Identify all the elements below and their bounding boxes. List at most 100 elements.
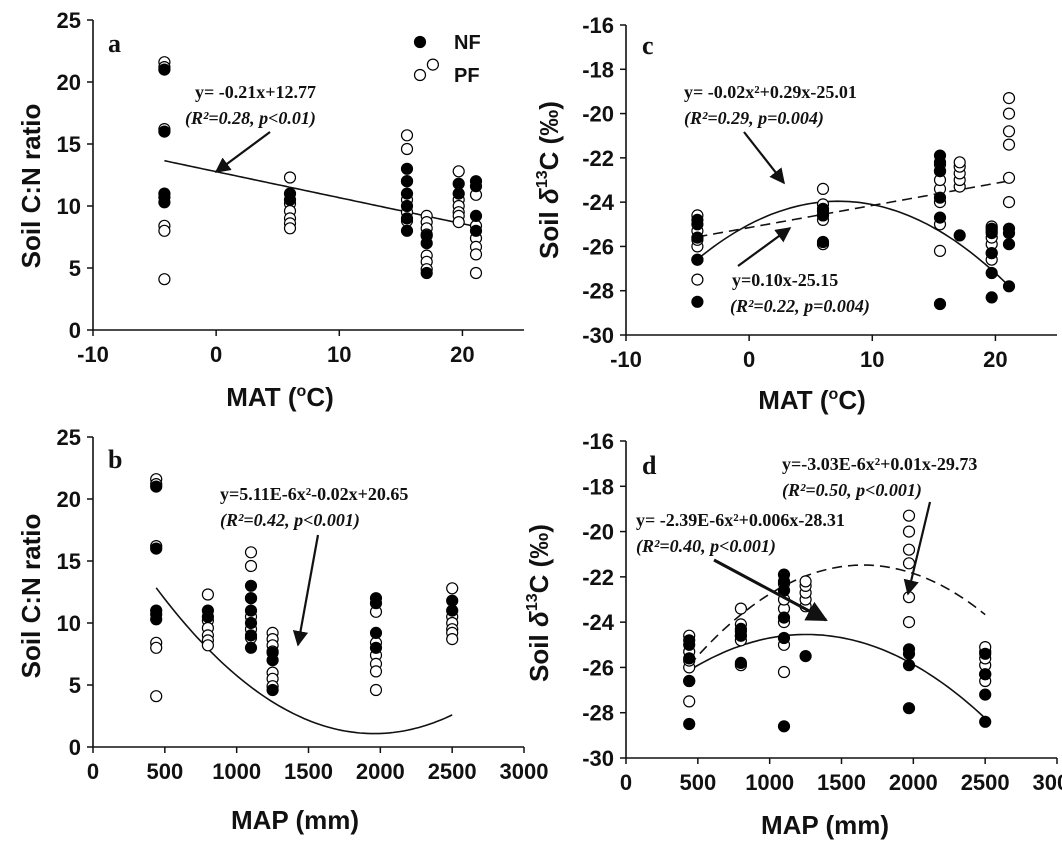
annotation-eq-b: y=5.11E-6x²-0.02x+20.65 [220, 484, 408, 504]
y-tick-label-d: -18 [582, 474, 614, 499]
legend: NF PF [413, 32, 481, 87]
data-point-nf-b [150, 542, 163, 555]
data-point-pf-b [369, 683, 383, 697]
data-point-nf-d [777, 720, 791, 733]
y-tick-label-d: -16 [582, 429, 614, 454]
x-axis-title-c: MAT (oC) [758, 385, 866, 415]
data-point-nf-d [683, 674, 696, 688]
annotation-arrow-a [214, 131, 271, 173]
legend-marker-pf [413, 68, 427, 82]
x-tick-label-a: 20 [450, 342, 474, 367]
y-axis-title-a: Soil C:N ratio [16, 104, 46, 269]
data-point-pf-b [446, 632, 459, 646]
data-point-nf-d [777, 631, 791, 645]
data-point-nf-a [469, 209, 483, 222]
x-tick-label-d: 1500 [817, 770, 866, 795]
x-tick-label-d: 2000 [889, 770, 938, 795]
x-tick-label-d: 1000 [745, 770, 794, 795]
panel-d: -30 -28 -26 -24 -22 -20 -18 -16 0 500 1000 1500 2000… [524, 429, 1062, 840]
y-tick-label-b: 20 [57, 487, 81, 512]
data-point-nf-b [244, 629, 258, 642]
x-axis-title-d: MAP (mm) [761, 810, 889, 840]
data-point-pf-b [244, 546, 258, 559]
x-tick-label-c: -10 [610, 347, 642, 372]
data-point-nf-d [683, 717, 696, 731]
annotation-eq-c2: y=0.10x-25.15 [732, 270, 838, 290]
x-axis-title-b: MAP (mm) [231, 805, 359, 835]
data-point-nf-a [158, 63, 171, 76]
data-point-pf-c [953, 156, 966, 169]
data-point-nf-a [400, 175, 414, 188]
data-point-nf-a [400, 187, 414, 200]
y-tick-label-b: 15 [57, 549, 81, 574]
data-point-nf-d [734, 656, 748, 670]
panel-letter-d: d [642, 451, 657, 480]
y-tick-label-a: 15 [57, 132, 81, 157]
y-tick-label-c: -22 [582, 146, 614, 171]
data-point-pf-a [400, 129, 414, 142]
y-tick-label-d: -30 [582, 746, 614, 771]
data-point-nf-c [933, 191, 947, 204]
data-point-nf-b [266, 683, 279, 697]
data-point-pf-a [283, 171, 297, 184]
data-point-pf-c [1002, 171, 1016, 184]
y-axis-title-d: Soil δ13C (‰) [524, 524, 554, 682]
plot-area-b: 0 5 10 15 20 25 0 500 1000 1500 2000 2500 3000 [57, 425, 549, 784]
x-tick-label-c: 0 [743, 347, 755, 372]
data-point-nf-c [816, 235, 830, 249]
data-point-pf-d [902, 525, 916, 538]
data-point-nf-d [799, 649, 812, 663]
data-point-nf-c [985, 222, 998, 235]
data-point-nf-d [979, 688, 992, 701]
data-point-nf-b [369, 626, 383, 640]
data-point-pf-d [777, 665, 791, 679]
data-point-pf-c [1002, 196, 1016, 209]
x-tick-label-d: 2500 [961, 770, 1010, 795]
data-point-nf-c [953, 229, 966, 242]
y-tick-label-a: 20 [57, 70, 81, 95]
data-point-pf-a [469, 266, 483, 280]
y-tick-label-d: -22 [582, 565, 614, 590]
data-point-nf-a [452, 187, 465, 200]
data-point-pf-d [683, 695, 696, 708]
data-point-pf-a [426, 58, 439, 71]
data-point-pf-b [369, 665, 383, 678]
annotation-stat-a: (R²=0.28, p<0.01) [185, 108, 316, 129]
y-tick-label-d: -24 [582, 610, 615, 635]
data-point-pf-a [158, 224, 171, 237]
panel-letter-a: a [108, 29, 121, 58]
data-point-nf-d [979, 715, 992, 728]
x-tick-label-d: 3000 [1033, 770, 1062, 795]
annotation-arrow-b [292, 534, 320, 647]
data-point-nf-c [816, 202, 830, 215]
panel-c: -30 -28 -26 -24 -22 -20 -18 -16 -10 0 10 20 Soil δ1… [534, 13, 1057, 415]
y-tick-label-c: -30 [582, 323, 614, 348]
data-point-pf-b [244, 559, 258, 573]
data-point-pf-d [902, 509, 916, 522]
y-tick-label-c: -20 [582, 102, 614, 127]
x-tick-label-c: 10 [860, 347, 884, 372]
data-point-nf-d [902, 643, 916, 656]
plot-area-d: -30 -28 -26 -24 -22 -20 -18 -16 0 500 1000 1500 2000… [582, 429, 1062, 795]
x-axis-title-a: MAT (oC) [226, 382, 334, 412]
data-point-nf-a [420, 237, 433, 250]
y-tick-label-c: -16 [582, 13, 614, 38]
data-point-nf-b [201, 610, 214, 623]
data-point-pf-a [469, 248, 483, 261]
data-point-nf-a [400, 199, 414, 213]
data-point-nf-d [902, 659, 916, 672]
data-point-nf-a [283, 193, 297, 206]
x-tick-label-b: 2000 [356, 759, 405, 784]
data-point-pf-d [902, 557, 916, 570]
data-point-nf-c [985, 266, 998, 280]
data-point-nf-b [369, 597, 383, 610]
data-point-nf-b [150, 480, 163, 493]
y-tick-label-a: 0 [69, 318, 81, 343]
data-point-nf-c [985, 247, 998, 260]
data-point-pf-c [1002, 107, 1016, 120]
annotation-eq-d1: y=-3.03E-6x²+0.01x-29.73 [782, 454, 977, 474]
data-point-pf-c [933, 244, 947, 257]
data-point-nf-b [244, 592, 258, 605]
data-point-nf-a [400, 224, 414, 237]
